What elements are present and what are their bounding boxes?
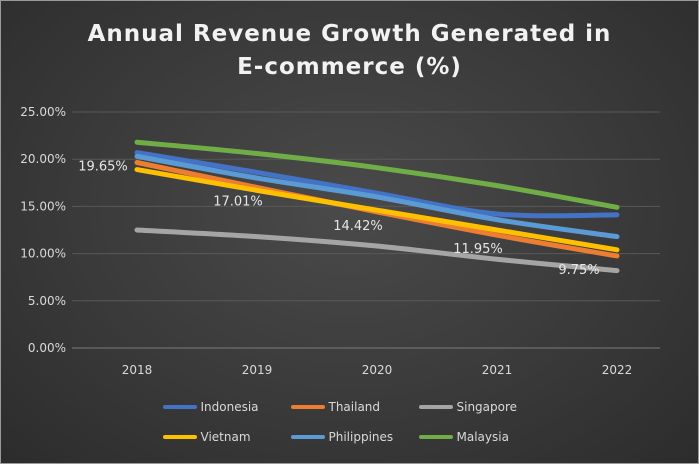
y-axis-tick-labels: 0.00% 5.00% 10.00% 15.00% 20.00% 25.00% [20, 105, 66, 355]
legend-swatch [290, 405, 325, 409]
legend-item-vietnam[interactable]: Vietnam [162, 430, 281, 444]
legend-swatch [290, 435, 325, 439]
series-line-malaysia [134, 139, 620, 210]
legend-label: Thailand [328, 400, 381, 414]
y-tick-label: 0.00% [28, 341, 66, 355]
legend-label: Indonesia [200, 400, 259, 414]
data-label: 14.42% [333, 219, 383, 234]
y-tick-label: 10.00% [20, 247, 66, 261]
chart-title-line-2: E-commerce (%) [237, 54, 462, 80]
legend-label: Singapore [456, 400, 518, 414]
data-label: 11.95% [453, 242, 503, 257]
chart-title: Annual Revenue Growth Generated in E-com… [0, 18, 699, 84]
x-tick-label: 2021 [482, 363, 513, 377]
legend-swatch [162, 405, 197, 409]
legend-label: Philippines [328, 430, 394, 444]
x-axis-tick-labels: 2018 2019 2020 2021 2022 [122, 363, 633, 377]
data-label: 17.01% [213, 194, 263, 209]
y-tick-label: 20.00% [20, 152, 66, 166]
legend-swatch [418, 435, 453, 439]
x-tick-label: 2020 [362, 363, 393, 377]
data-label: 19.65% [78, 160, 128, 175]
legend-label: Vietnam [200, 430, 251, 444]
y-tick-label: 15.00% [20, 199, 66, 213]
x-tick-label: 2022 [602, 363, 633, 377]
series-line-philippines [134, 153, 620, 240]
series-line-vietnam [134, 167, 620, 253]
legend-row-2: Vietnam Philippines Malaysia [0, 425, 699, 449]
y-tick-label: 25.00% [20, 105, 66, 119]
legend-swatch [162, 435, 197, 439]
legend-item-thailand[interactable]: Thailand [290, 400, 409, 414]
data-label: 9.75% [558, 263, 599, 278]
data-labels: 19.65% 17.01% 14.42% 11.95% 9.75% [78, 160, 599, 278]
legend-item-indonesia[interactable]: Indonesia [162, 400, 281, 414]
legend-item-philippines[interactable]: Philippines [290, 430, 409, 444]
legend-item-singapore[interactable]: Singapore [418, 400, 537, 414]
legend-item-malaysia[interactable]: Malaysia [418, 430, 537, 444]
legend-label: Malaysia [456, 430, 509, 444]
series-line-indonesia [134, 150, 620, 219]
legend-row-1: Indonesia Thailand Singapore [0, 395, 699, 419]
x-tick-label: 2018 [122, 363, 153, 377]
legend-swatch [418, 405, 453, 409]
series-lines [134, 139, 620, 274]
chart-title-line-1: Annual Revenue Growth Generated in [87, 21, 612, 47]
legend: Indonesia Thailand Singapore Vietnam Phi… [0, 395, 699, 455]
y-tick-label: 5.00% [28, 294, 66, 308]
series-line-singapore [134, 227, 620, 274]
x-tick-label: 2019 [242, 363, 273, 377]
